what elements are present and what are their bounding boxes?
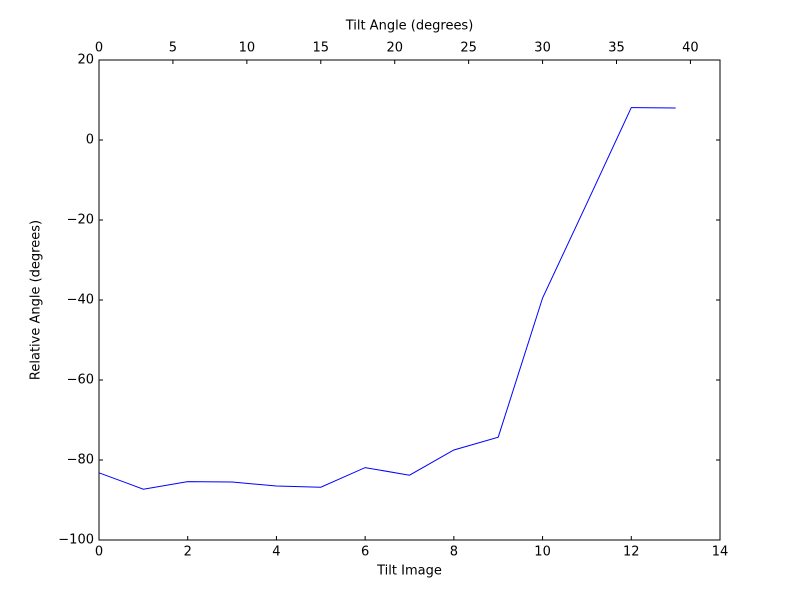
x2-tick-label: 10 [239, 41, 256, 56]
x-tick-label: 2 [184, 545, 192, 560]
x2-tick-label: 30 [534, 41, 551, 56]
x2-tick-label: 0 [95, 41, 103, 56]
x-tick-label: 4 [272, 545, 280, 560]
y-tick-label: −100 [58, 533, 94, 548]
x2-tick-label: 40 [682, 41, 699, 56]
y-tick-label: −60 [67, 373, 94, 388]
x-tick-label: 8 [450, 545, 458, 560]
data-line [98, 107, 676, 490]
x-axis-label: Tilt Image [376, 564, 442, 579]
y-axis-label: Relative Angle (degrees) [29, 220, 44, 380]
x2-tick-label: 35 [608, 41, 625, 56]
y-tick-label: −20 [67, 213, 94, 228]
x-tick-label: 0 [95, 545, 103, 560]
x2-tick-label: 5 [169, 41, 177, 56]
y-tick-label: 20 [77, 53, 94, 68]
x2-tick-label: 15 [313, 41, 330, 56]
x2-axis-label: Tilt Angle (degrees) [345, 19, 474, 34]
x2-tick-label: 20 [386, 41, 403, 56]
x2-tick-label: 25 [460, 41, 477, 56]
y-tick-label: −80 [67, 453, 94, 468]
x-tick-label: 6 [361, 545, 369, 560]
x-tick-label: 12 [623, 545, 640, 560]
y-tick-label: 0 [86, 133, 94, 148]
y-tick-label: −40 [67, 293, 94, 308]
x-tick-label: 14 [712, 545, 729, 560]
x-tick-label: 10 [534, 545, 551, 560]
